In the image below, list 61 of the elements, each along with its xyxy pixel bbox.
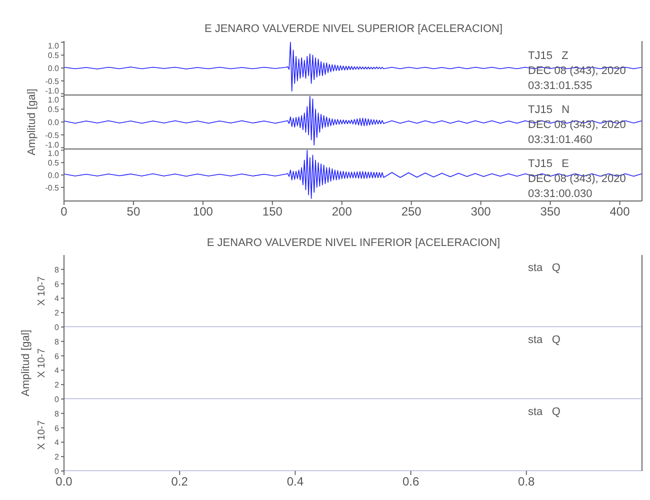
annotation: DEC 08 (343), 2020 xyxy=(528,64,626,79)
y-tick-label: 6 xyxy=(54,424,60,433)
y-tick-label: 8 xyxy=(54,265,60,274)
y-tick-label: 1.0 xyxy=(48,41,60,50)
annotation: DEC 08 (343), 2020 xyxy=(528,118,626,133)
x-tick-label: 350 xyxy=(540,204,561,219)
x-tick-label: 100 xyxy=(192,204,214,219)
text: X 10-7 xyxy=(36,420,48,450)
y-tick-label: -0.5 xyxy=(45,183,60,192)
y-tick-label: 2 xyxy=(54,380,60,390)
y-tick-label: 0 xyxy=(54,395,60,404)
y-tick-label: 0.0 xyxy=(48,64,60,73)
text: X 10-7 xyxy=(36,276,48,306)
y-axis-title: Amplitud [gal] xyxy=(20,330,32,396)
x-tick-label: 0.4 xyxy=(286,474,304,489)
x-tick-label: 150 xyxy=(262,204,283,219)
y-tick-label: 2 xyxy=(54,308,60,318)
y-tick-label: 0 xyxy=(54,323,60,332)
chart-title: E JENARO VALVERDE NIVEL SUPERIOR [ACELERACION] xyxy=(203,23,504,35)
y-tick-label: 4 xyxy=(54,294,60,304)
y-tick-label: -0.5 xyxy=(45,76,60,86)
y-tick-label: 4 xyxy=(54,366,60,376)
chart-title: E JENARO VALVERDE NIVEL INFERIOR [ACELERACION] xyxy=(206,237,502,249)
x-tick-label: 0.2 xyxy=(171,474,188,489)
line-series xyxy=(64,42,642,92)
x-tick-label: 200 xyxy=(332,204,352,219)
y-tick-label: 0.0 xyxy=(48,118,60,127)
annotation: 03:31:00.030 xyxy=(528,187,594,202)
y-tick-label: 0.0 xyxy=(48,171,60,180)
y-tick-label: 1.0 xyxy=(48,95,60,104)
text: X 10-7 xyxy=(36,348,48,378)
x-tick-label: 300 xyxy=(470,204,492,219)
x-tick-label: 250 xyxy=(401,204,422,219)
y-tick-label: -1.0 xyxy=(45,140,60,150)
y-tick-label: 4 xyxy=(54,438,60,448)
x-tick-label: 400 xyxy=(610,204,630,219)
y-tick-label: 1.0 xyxy=(48,149,60,158)
y-tick-label: -0.5 xyxy=(45,130,60,140)
annotation: TJ15 N xyxy=(528,103,571,118)
x-tick-label: 0.8 xyxy=(518,474,536,489)
y-tick-label: 8 xyxy=(54,337,60,346)
annotation: 03:31:01.535 xyxy=(528,79,594,94)
annotation: TJ15 E xyxy=(528,157,570,172)
annotation: DEC 08 (343), 2020 xyxy=(528,172,626,187)
y-tick-label: 2 xyxy=(54,452,60,462)
annotation: 03:31:01.460 xyxy=(528,133,594,148)
y-tick-label: 6 xyxy=(54,352,60,361)
annotation: TJ15 Z xyxy=(528,49,570,64)
y-tick-label: 0.5 xyxy=(48,158,60,168)
y-tick-label: 6 xyxy=(54,280,60,289)
x-tick-label: 50 xyxy=(126,204,140,219)
x-tick-label: 0.6 xyxy=(402,474,420,489)
annotation: sta Q xyxy=(528,405,560,420)
y-tick-label: 0 xyxy=(54,467,60,476)
y-tick-label: 8 xyxy=(54,409,60,418)
y-axis-title: Amplitud [gal] xyxy=(26,88,38,156)
annotation: sta Q xyxy=(528,333,560,348)
y-tick-label: 0.5 xyxy=(48,105,60,114)
annotation: sta Q xyxy=(528,261,560,276)
y-tick-label: 0.5 xyxy=(48,51,60,60)
y-tick-label: -1.0 xyxy=(45,86,60,96)
